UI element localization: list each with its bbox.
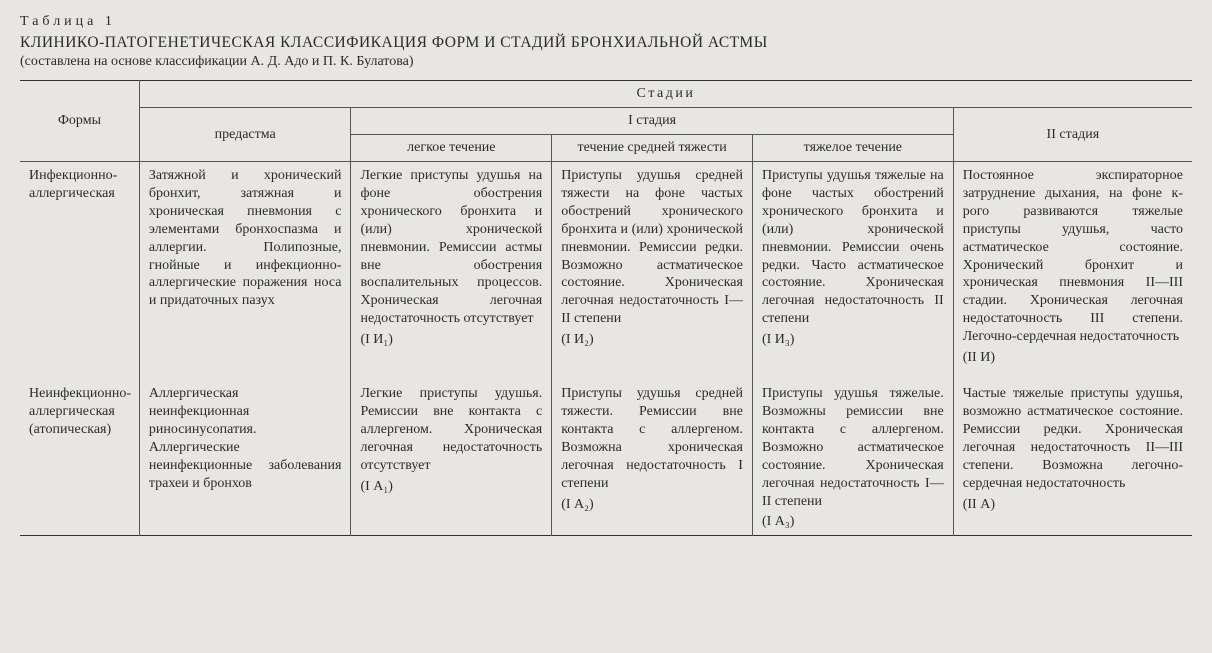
table-title: КЛИНИКО-ПАТОГЕНЕТИЧЕСКАЯ КЛАССИФИКАЦИЯ Ф… (20, 34, 1192, 52)
cell-s1b: Приступы удушья средней тяжести. Ремисси… (552, 371, 753, 536)
cell-s1a: Легкие приступы удушья. Ремиссии вне кон… (351, 371, 552, 536)
header-predastma: предастма (139, 108, 351, 162)
cell-s1a: Легкие приступы удушья на фоне обострени… (351, 162, 552, 372)
table-number-label: Таблица 1 (20, 14, 1192, 30)
cell-text: Легкие приступы удушья. Ремиссии вне кон… (360, 385, 542, 475)
header-s1-light: легкое течение (351, 135, 552, 162)
cell-code: (I И₂) (561, 332, 743, 348)
header-s1-heavy: тяжелое течение (752, 135, 953, 162)
cell-code: (I А₃) (762, 514, 944, 530)
header-stage1: I стадия (351, 108, 953, 135)
header-s1-mid: течение средней тяжести (552, 135, 753, 162)
cell-predastma: Затяжной и хронический бронхит, затяжная… (139, 162, 351, 372)
classification-table: Формы Стадии предастма I стадия II стади… (20, 80, 1192, 536)
cell-code: (II А) (963, 497, 1183, 513)
cell-s2: Постоянное экспираторное затруднение дых… (953, 162, 1192, 372)
cell-text: Постоянное экспираторное затруднение дых… (963, 167, 1183, 346)
cell-code: (I А₁) (360, 479, 542, 495)
cell-code: (II И) (963, 350, 1183, 366)
cell-code: (I И₃) (762, 332, 944, 348)
table-row: Инфекционно-аллергическая Затяжной и хро… (20, 162, 1192, 372)
cell-text: Приступы удушья тяжелые. Возможны ремисс… (762, 385, 944, 510)
form-name: Неинфекционно-аллергическая (атопическая… (20, 371, 139, 536)
header-stage2: II стадия (953, 108, 1192, 162)
table-row: Неинфекционно-аллергическая (атопическая… (20, 371, 1192, 536)
cell-code: (I А₂) (561, 497, 743, 513)
cell-text: Приступы удушья средней тяжести на фоне … (561, 167, 743, 328)
cell-s1b: Приступы удушья средней тяжести на фоне … (552, 162, 753, 372)
header-stages: Стадии (139, 81, 1192, 108)
header-forms: Формы (20, 81, 139, 162)
cell-text: Приступы удушья тяжелые на фоне частых о… (762, 167, 944, 328)
table-subtitle: (составлена на основе классификации А. Д… (20, 54, 1192, 70)
cell-predastma: Аллергическая неинфекционная риносинусоп… (139, 371, 351, 536)
cell-s1c: Приступы удушья тяжелые на фоне частых о… (752, 162, 953, 372)
cell-text: Легкие приступы удушья на фоне обострени… (360, 167, 542, 328)
cell-text: Частые тяжелые приступы удушья, возможно… (963, 385, 1183, 492)
cell-code: (I И₁) (360, 332, 542, 348)
cell-text: Приступы удушья средней тяжести. Ремисси… (561, 385, 743, 492)
cell-s1c: Приступы удушья тяжелые. Возможны ремисс… (752, 371, 953, 536)
form-name: Инфекционно-аллергическая (20, 162, 139, 372)
cell-s2: Частые тяжелые приступы удушья, возможно… (953, 371, 1192, 536)
